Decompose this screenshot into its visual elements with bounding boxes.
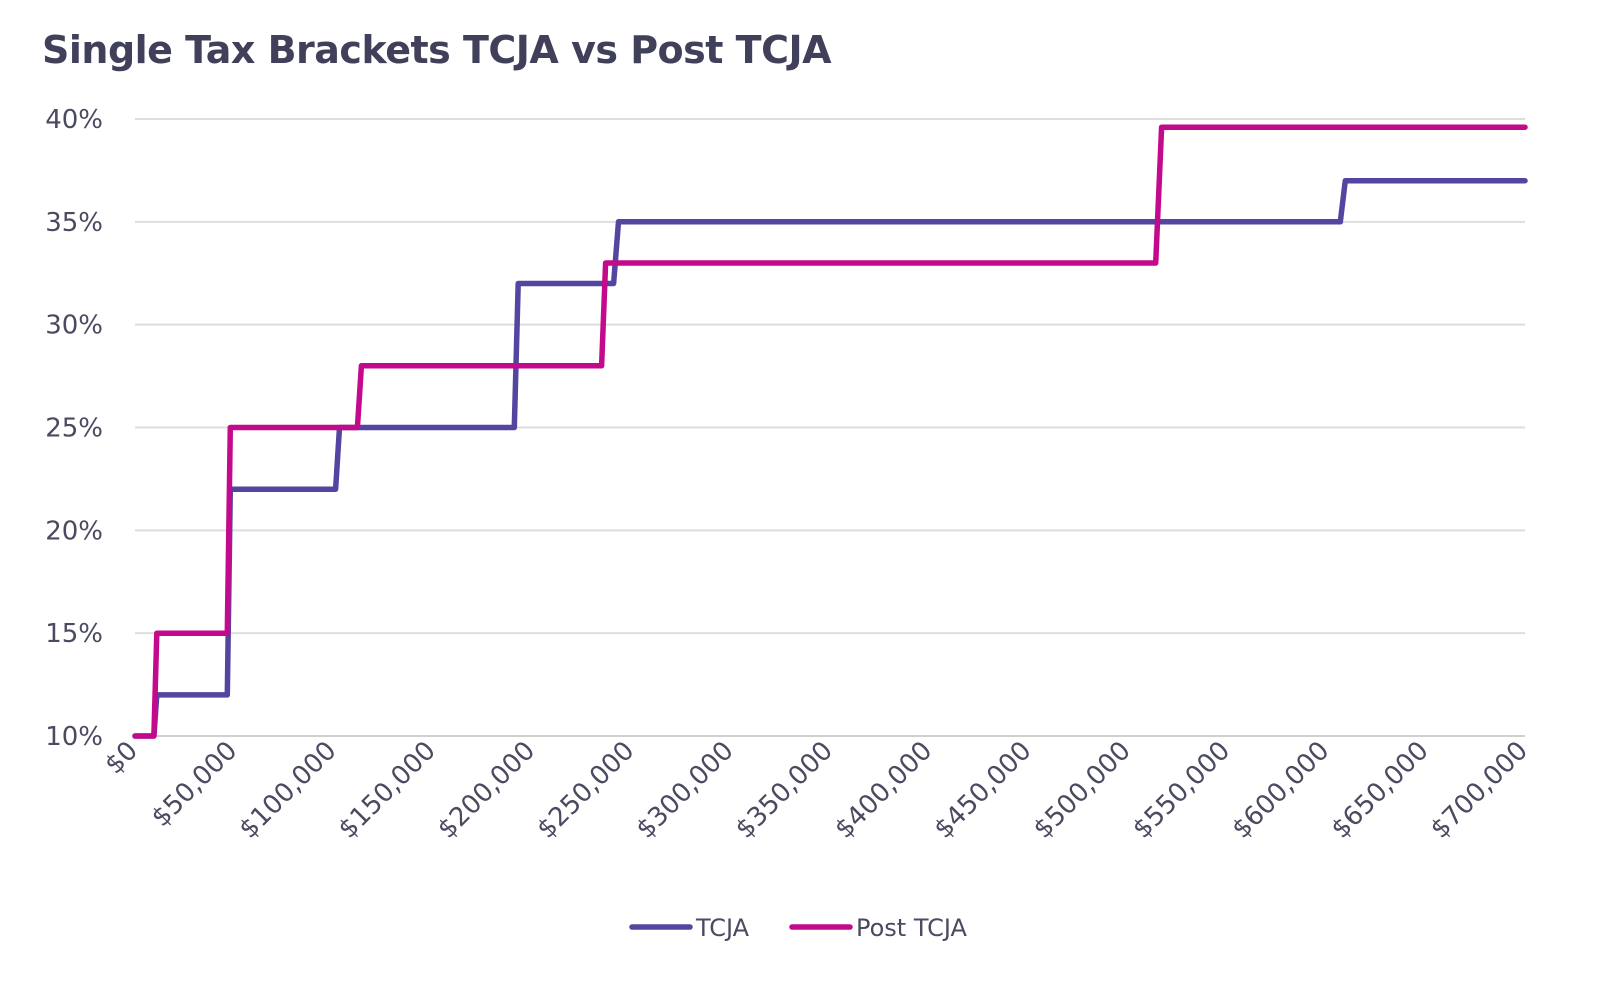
x-tick-label: $650,000 [1326,736,1435,845]
legend-label: TCJA [695,914,750,942]
chart-title: Single Tax Brackets TCJA vs Post TCJA [42,28,832,72]
x-tick-label: $100,000 [234,736,343,845]
y-tick-label: 15% [45,619,103,649]
x-tick-label: $700,000 [1425,736,1534,845]
x-tick-label: $500,000 [1028,736,1137,845]
x-tick-label: $400,000 [829,736,938,845]
y-tick-label: 35% [45,208,103,238]
y-tick-label: 30% [45,311,103,341]
x-tick-label: $300,000 [631,736,740,845]
y-tick-label: 20% [45,516,103,546]
legend-label: Post TCJA [856,914,968,942]
x-tick-label: $350,000 [730,736,839,845]
y-tick-label: 40% [45,105,103,135]
x-tick-label: $150,000 [333,736,442,845]
y-tick-label: 25% [45,414,103,444]
x-tick-label: $250,000 [531,736,640,845]
x-tick-label: $600,000 [1226,736,1335,845]
x-tick-label: $450,000 [929,736,1038,845]
series-line-tcja [132,177,1528,739]
x-tick-label: $200,000 [432,736,541,845]
x-tick-label: $0 [99,736,144,781]
x-tick-label: $550,000 [1127,736,1236,845]
series-line-post-tcja [132,124,1528,739]
x-tick-label: $50,000 [146,736,243,833]
y-tick-label: 10% [45,722,103,752]
